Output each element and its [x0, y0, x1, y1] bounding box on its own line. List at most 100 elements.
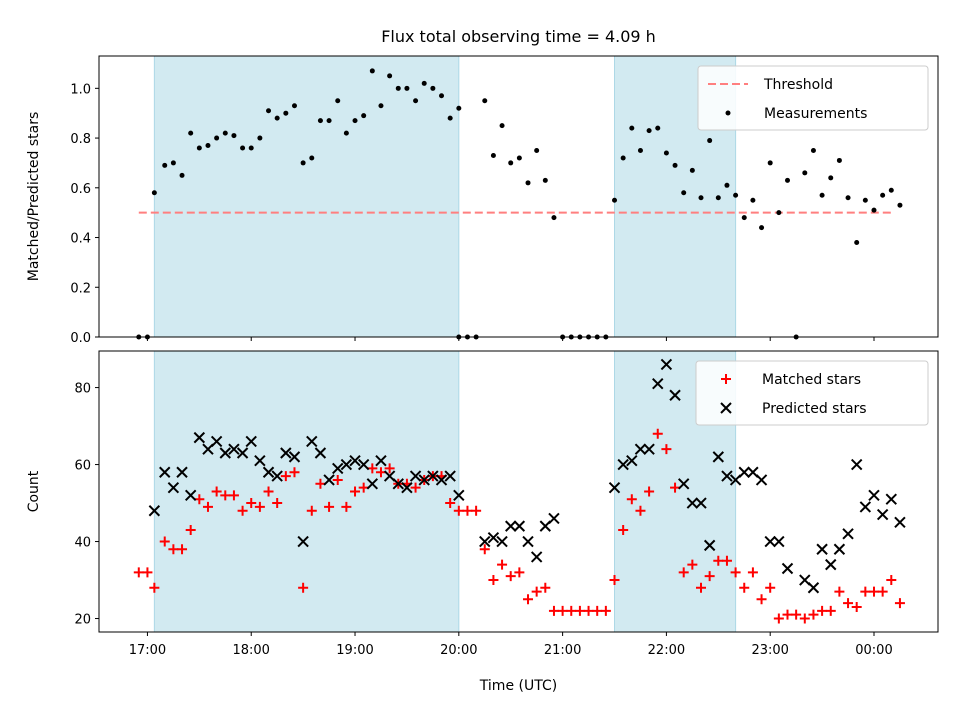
data-point [868, 489, 880, 502]
data-point [660, 358, 673, 371]
data-point [335, 98, 341, 104]
panel-1: 0.0 0.2 0.4 0.6 0.8 1.0 Matched/Predicted star… [26, 27, 939, 346]
legend-box [695, 360, 929, 426]
x-tick-label: 18:00 [232, 643, 269, 658]
data-point [620, 155, 626, 161]
data-point [220, 490, 231, 501]
data-point [508, 160, 514, 166]
data-point [237, 505, 248, 516]
y-tick-label: 80 [74, 382, 91, 397]
data-point [629, 125, 635, 131]
data-point [776, 210, 782, 216]
data-point [378, 103, 384, 109]
data-point [236, 447, 249, 459]
y-tick-label: 60 [74, 459, 91, 474]
data-point [687, 559, 698, 570]
data-point [274, 115, 280, 121]
data-point [193, 431, 206, 444]
series-measurements [136, 68, 903, 340]
data-point [214, 135, 220, 141]
data-point [646, 128, 652, 134]
data-point [350, 486, 361, 497]
data-point [885, 493, 898, 505]
data-point [819, 192, 825, 198]
data-point [266, 108, 272, 114]
data-point [349, 454, 361, 467]
data-point [361, 113, 367, 119]
data-point [162, 162, 168, 168]
data-point [836, 157, 842, 163]
data-point [843, 598, 854, 609]
data-point [516, 155, 522, 161]
data-point [375, 467, 386, 478]
data-point [453, 505, 464, 516]
data-point [298, 582, 309, 593]
legend: Matched stars Predicted stars [695, 360, 929, 426]
data-point [750, 197, 756, 203]
data-point [444, 470, 456, 482]
data-point [592, 605, 603, 616]
x-axis-label: Time (UTC) [479, 678, 557, 694]
data-point [392, 478, 404, 490]
data-point [755, 474, 768, 486]
y-axis-label: Count [26, 470, 42, 512]
data-point [540, 582, 551, 593]
data-point [574, 605, 585, 616]
data-point [868, 586, 879, 597]
data-point [306, 505, 317, 516]
data-point [479, 535, 491, 548]
data-point [148, 505, 161, 517]
data-point [756, 594, 767, 605]
data-point [773, 535, 785, 548]
y-tick-label: 0.8 [70, 132, 91, 147]
data-point [326, 118, 332, 124]
data-point [332, 462, 344, 475]
data-point [850, 458, 863, 471]
axes-frame [98, 350, 939, 633]
data-point [782, 609, 793, 620]
y-tick-label: 40 [74, 536, 91, 551]
x-tick-label: 21:00 [544, 643, 581, 658]
data-point [505, 571, 516, 582]
data-point [315, 478, 326, 489]
data-point [817, 605, 828, 616]
data-point [634, 443, 647, 455]
data-point [807, 582, 820, 594]
y-tick-label: 0.6 [70, 182, 91, 197]
legend-label: Matched stars [762, 372, 861, 388]
data-point [759, 225, 765, 231]
data-point [471, 505, 482, 516]
data-point [880, 192, 886, 198]
data-point [637, 147, 643, 153]
data-point [525, 180, 531, 186]
data-point [410, 482, 421, 493]
data-point [877, 586, 888, 597]
data-point [791, 609, 802, 620]
data-point [306, 435, 318, 448]
data-point [231, 133, 237, 139]
data-point [211, 486, 222, 497]
data-point [626, 454, 638, 467]
data-point [652, 428, 663, 439]
data-point [421, 80, 427, 86]
data-point [357, 458, 370, 471]
data-point [733, 192, 739, 198]
data-point [897, 202, 903, 208]
data-point [854, 240, 860, 246]
data-point [739, 582, 750, 593]
data-point [802, 170, 808, 176]
data-point [479, 544, 490, 555]
data-point [713, 555, 724, 566]
data-point [784, 177, 790, 183]
data-point [765, 582, 776, 593]
data-point [332, 474, 343, 485]
legend-label: Threshold [763, 77, 833, 93]
data-point [644, 486, 655, 497]
data-point [462, 505, 473, 516]
legend-marker [720, 402, 732, 414]
data-point [404, 85, 410, 91]
data-point [309, 155, 315, 161]
data-point [715, 195, 721, 201]
data-point [828, 175, 834, 181]
x-tick-label: 20:00 [440, 643, 477, 658]
